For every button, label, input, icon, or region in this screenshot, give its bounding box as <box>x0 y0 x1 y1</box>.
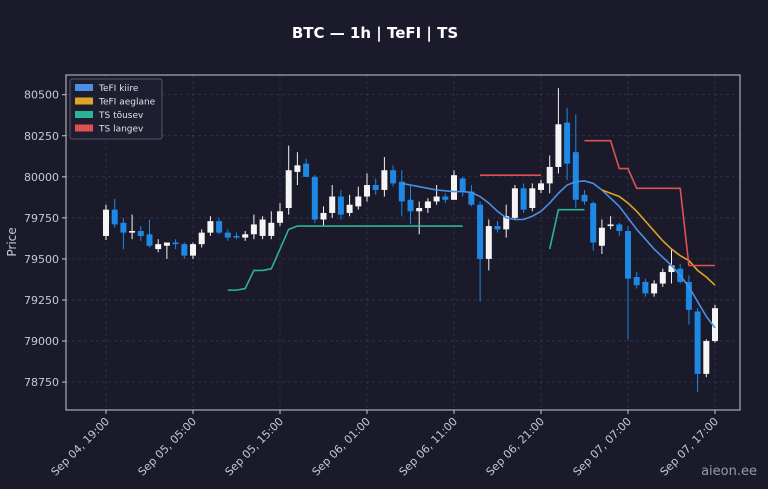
candle-body <box>625 231 631 279</box>
candle-body <box>320 212 327 220</box>
line-series <box>601 189 716 286</box>
candle-body <box>442 196 449 200</box>
candle-body <box>163 242 170 246</box>
candle-body <box>233 235 240 238</box>
candle-body <box>659 272 666 284</box>
legend-label: TeFI kiire <box>98 84 139 94</box>
candle-body <box>642 281 649 294</box>
legend-label: TS tõusev <box>98 111 144 121</box>
candle-body <box>538 183 544 190</box>
candle-body <box>477 204 484 259</box>
candle-body <box>129 231 136 233</box>
candle-body <box>285 170 292 209</box>
candle-body <box>137 231 144 236</box>
candle-body <box>190 244 196 256</box>
candle-body <box>329 196 336 213</box>
candle-body <box>390 170 397 184</box>
candle-body <box>433 196 440 202</box>
legend-label: TS langev <box>98 125 144 135</box>
candle-body <box>685 281 692 310</box>
candle-body <box>616 224 623 232</box>
candle-body <box>485 226 492 259</box>
line-series <box>480 139 715 267</box>
candle-body <box>520 188 527 210</box>
candle-body <box>224 232 231 238</box>
y-tick-label: 80250 <box>24 130 59 143</box>
candle-body <box>337 196 344 215</box>
candle-body <box>451 175 457 200</box>
candle-body <box>564 122 571 164</box>
candle-body <box>294 165 301 172</box>
candle-body <box>529 188 536 209</box>
y-tick-label: 79250 <box>24 294 59 307</box>
candle-body <box>381 170 388 190</box>
chart-title: BTC — 1h | TeFI | TS <box>292 24 458 43</box>
legend-swatch <box>75 111 93 118</box>
legend-box <box>69 78 163 140</box>
candle-body <box>268 222 275 236</box>
candle-body <box>250 224 257 235</box>
legend-swatch <box>75 97 93 105</box>
candle-body <box>703 341 710 374</box>
candle-body <box>494 226 501 230</box>
candle-body <box>277 211 283 223</box>
candle-body <box>242 234 249 238</box>
candle-body <box>572 152 579 200</box>
legend-swatch <box>75 84 93 91</box>
candle-body <box>633 276 640 286</box>
plot-frame <box>65 74 741 411</box>
candle-body <box>181 244 188 256</box>
candle-body <box>111 209 118 225</box>
candle-body <box>311 176 318 220</box>
legend-label: TeFI aeglane <box>98 98 156 108</box>
y-tick-label: 78750 <box>24 376 59 389</box>
y-tick-label: 79000 <box>24 335 59 348</box>
candle-body <box>259 219 266 236</box>
candle-body <box>546 166 553 184</box>
candle-body <box>668 265 675 273</box>
candle-body <box>103 209 109 236</box>
candle-body <box>155 244 162 250</box>
candle-body <box>372 185 379 190</box>
line-series <box>401 180 716 329</box>
legend: TeFI kiire TeFI aeglane TS tõusev TS langev <box>69 78 163 140</box>
candle-body <box>398 181 405 202</box>
candle-body <box>407 199 414 212</box>
candle-body <box>468 191 475 205</box>
candle-body <box>207 221 214 233</box>
candle-body <box>424 201 431 209</box>
candle-body <box>216 221 223 233</box>
line-series <box>227 208 585 291</box>
candle-body <box>364 185 370 197</box>
candle-body <box>590 203 597 243</box>
candle-body <box>346 204 353 213</box>
y-axis-label: Price <box>5 227 19 256</box>
y-tick-label: 80500 <box>24 89 59 102</box>
candle-body <box>694 311 701 374</box>
candle-body <box>651 283 658 294</box>
y-tick-label: 80000 <box>24 171 59 184</box>
candle-body <box>172 242 179 245</box>
candle-body <box>303 163 310 177</box>
candle-body <box>355 196 362 207</box>
y-tick-label: 79500 <box>24 253 59 266</box>
candle-body <box>607 224 614 227</box>
candle-body <box>511 188 518 218</box>
legend-swatch <box>75 124 93 132</box>
watermark: aieon.ee <box>701 464 757 479</box>
candle-body <box>503 216 510 230</box>
candle-body <box>598 227 605 246</box>
candle-body <box>120 222 127 233</box>
y-tick-label: 79750 <box>24 212 59 225</box>
candle-body <box>555 124 562 167</box>
candle-body <box>712 308 718 342</box>
candle-body <box>416 208 423 212</box>
candle-body <box>146 234 153 246</box>
candle-body <box>198 232 205 245</box>
candle-body <box>459 178 466 192</box>
candle-body <box>581 194 588 202</box>
